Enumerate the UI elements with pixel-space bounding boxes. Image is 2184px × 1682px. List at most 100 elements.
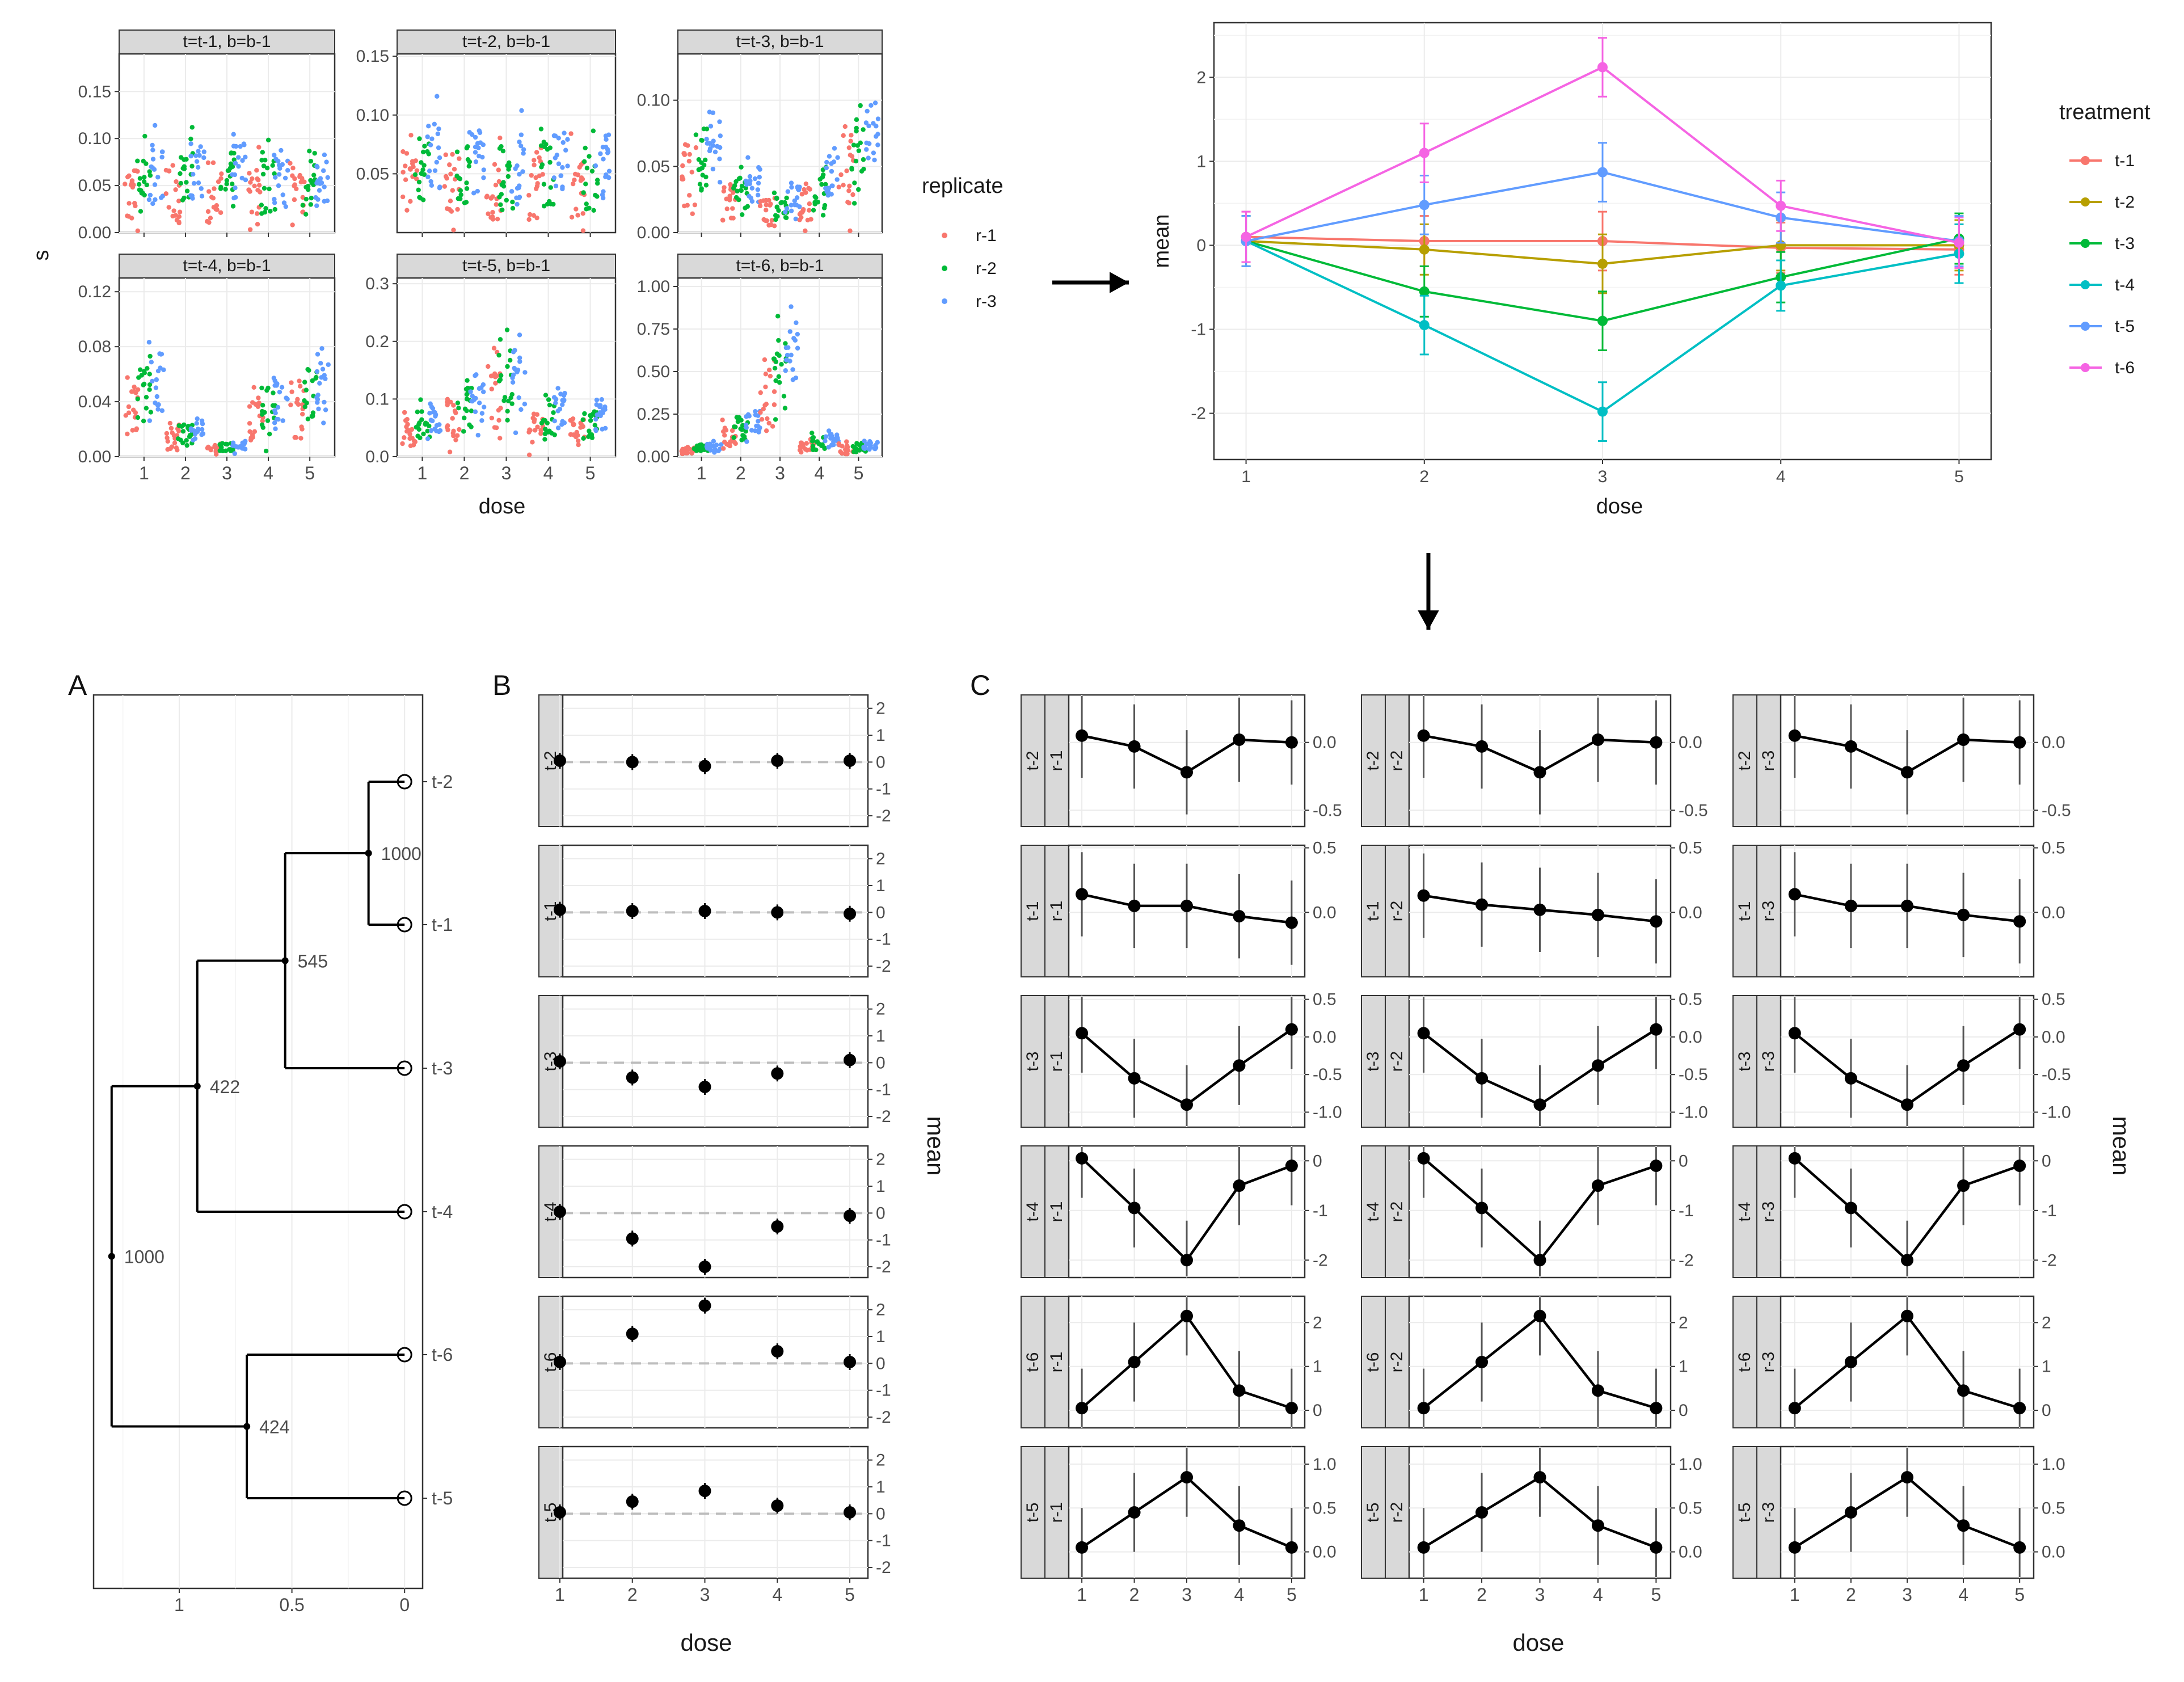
mean-point [2013, 1541, 2026, 1554]
raw-point [296, 402, 301, 407]
raw-point [690, 211, 695, 216]
y-tick-label: 2 [1196, 68, 1206, 87]
raw-point [501, 184, 507, 189]
raw-point [531, 213, 537, 218]
raw-point [793, 216, 798, 222]
raw-point [461, 429, 466, 434]
y-tick-label: 2 [876, 1301, 886, 1320]
raw-point [169, 444, 175, 449]
raw-point [837, 442, 842, 448]
raw-point [174, 445, 179, 450]
y-tick-label: 2 [876, 1451, 886, 1470]
raw-point [518, 144, 524, 149]
raw-point [520, 169, 525, 174]
x-tick-label: 1 [1241, 467, 1251, 486]
raw-point [218, 186, 224, 191]
raw-point [260, 403, 265, 408]
raw-point [486, 364, 491, 369]
raw-point [141, 418, 146, 424]
raw-point [274, 416, 280, 422]
x-tick-label: 4 [1234, 1584, 1245, 1605]
raw-point [789, 184, 794, 190]
raw-point [418, 397, 423, 402]
facet-strip-treatment [1732, 995, 1757, 1128]
facet-strip-treatment [1361, 1296, 1386, 1428]
raw-point [592, 423, 598, 428]
raw-point [322, 152, 327, 158]
facet-strip-replicate [1756, 845, 1781, 977]
raw-point [256, 395, 261, 401]
y-tick-label: 0 [1679, 1401, 1688, 1420]
raw-point [787, 329, 792, 334]
raw-point [191, 180, 197, 186]
raw-point [259, 211, 264, 216]
mean-point [698, 1261, 711, 1274]
mean-point [1475, 1506, 1489, 1519]
raw-point [437, 422, 442, 427]
raw-point [774, 196, 779, 201]
raw-point [305, 416, 311, 421]
mean-point [1533, 766, 1546, 779]
y-tick-label: 1.0 [1313, 1455, 1336, 1474]
raw-point [749, 186, 755, 191]
raw-point [829, 168, 834, 174]
raw-point [146, 197, 152, 203]
raw-point [125, 431, 130, 437]
mean-point [698, 1485, 711, 1498]
raw-point [177, 209, 183, 214]
raw-point [315, 178, 321, 183]
raw-point [504, 197, 509, 203]
raw-point [812, 194, 817, 199]
mean-point [1788, 1152, 1801, 1165]
raw-point [604, 137, 609, 142]
raw-point [188, 193, 193, 198]
raw-point [553, 133, 558, 138]
mean-point [1591, 1519, 1604, 1532]
raw-point [473, 409, 478, 415]
raw-point [543, 393, 549, 398]
mean-point [1788, 729, 1801, 742]
raw-point [326, 362, 331, 367]
mean-point [1076, 888, 1089, 901]
raw-point [599, 397, 604, 402]
raw-point [712, 149, 718, 155]
raw-point [191, 171, 196, 177]
raw-point [408, 443, 414, 448]
raw-point [152, 123, 158, 128]
raw-point [437, 186, 442, 191]
raw-point [400, 441, 405, 446]
facet-strip-treatment [1732, 1296, 1757, 1428]
raw-point [184, 157, 189, 162]
mean-point [698, 1299, 711, 1312]
raw-point [486, 211, 491, 217]
mean-point [1788, 888, 1801, 901]
raw-point [458, 188, 463, 193]
raw-point [803, 228, 808, 234]
raw-point [159, 154, 165, 160]
y-tick-label: 0.75 [637, 320, 670, 339]
raw-point [526, 452, 532, 458]
raw-point [256, 178, 261, 183]
raw-point [581, 159, 587, 165]
mean-point [771, 906, 784, 919]
raw-point [450, 188, 456, 193]
raw-point [825, 193, 831, 198]
raw-point [720, 218, 726, 223]
raw-point [832, 146, 837, 151]
raw-point [150, 201, 155, 206]
x-tick-label: 4 [1958, 1584, 1968, 1605]
raw-point [847, 183, 852, 189]
raw-point [319, 180, 324, 186]
raw-point [580, 423, 585, 428]
raw-point [498, 373, 504, 378]
raw-point [142, 192, 147, 198]
facet-strip-label: t-6 [1364, 1352, 1382, 1372]
raw-point [241, 441, 247, 447]
mean-point [1128, 1072, 1141, 1085]
raw-point [267, 186, 272, 192]
raw-point [700, 172, 705, 178]
raw-point [707, 146, 713, 151]
raw-point [764, 202, 769, 208]
raw-point [798, 444, 803, 449]
raw-point [274, 381, 279, 386]
